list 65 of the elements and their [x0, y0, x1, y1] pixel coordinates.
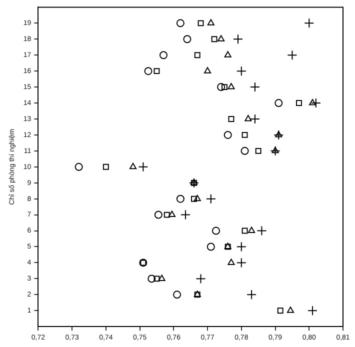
point: [274, 130, 284, 140]
point: [173, 290, 182, 299]
point: [144, 67, 152, 76]
point: [224, 51, 232, 58]
point: [242, 228, 248, 234]
point: [240, 146, 249, 155]
point: [228, 83, 235, 90]
point: [242, 132, 248, 138]
point: [255, 148, 262, 154]
point: [196, 274, 206, 284]
point: [308, 99, 316, 106]
point: [158, 274, 166, 281]
point: [102, 164, 109, 170]
point: [154, 68, 160, 74]
point: [188, 178, 199, 188]
point: [270, 146, 280, 156]
point: [236, 66, 246, 76]
point: [218, 35, 225, 42]
point: [248, 226, 256, 234]
point: [160, 51, 168, 60]
point: [206, 194, 216, 204]
point: [221, 84, 228, 90]
point: [228, 116, 234, 122]
point: [180, 210, 191, 220]
point: [183, 35, 192, 44]
point: [228, 258, 235, 265]
point: [138, 162, 148, 172]
point: [236, 258, 246, 268]
point: [308, 306, 318, 316]
point: [286, 306, 294, 313]
point: [250, 114, 260, 124]
point: [194, 194, 201, 202]
point: [233, 34, 244, 44]
point: [176, 194, 184, 203]
point: [250, 82, 260, 92]
point: [287, 50, 298, 60]
point: [148, 274, 156, 283]
point: [256, 226, 267, 236]
point: [272, 146, 279, 154]
point: [168, 210, 176, 218]
point: [129, 162, 137, 170]
point: [154, 210, 162, 219]
point: [194, 52, 200, 58]
point: [217, 83, 226, 92]
point: [164, 212, 170, 218]
point: [224, 130, 232, 139]
point: [212, 226, 220, 235]
point: [154, 276, 160, 282]
point: [296, 100, 302, 106]
point: [274, 99, 283, 108]
point: [236, 242, 246, 252]
point: [246, 290, 257, 300]
point: [206, 242, 215, 251]
point: [207, 19, 214, 26]
point: [244, 114, 252, 122]
point: [275, 130, 282, 138]
point: [310, 98, 321, 108]
point: [191, 196, 197, 202]
point: [277, 308, 284, 314]
point: [211, 36, 218, 42]
point: [176, 19, 184, 28]
point: [304, 18, 314, 28]
point: [74, 162, 83, 171]
point: [198, 20, 204, 26]
point: [204, 67, 212, 74]
